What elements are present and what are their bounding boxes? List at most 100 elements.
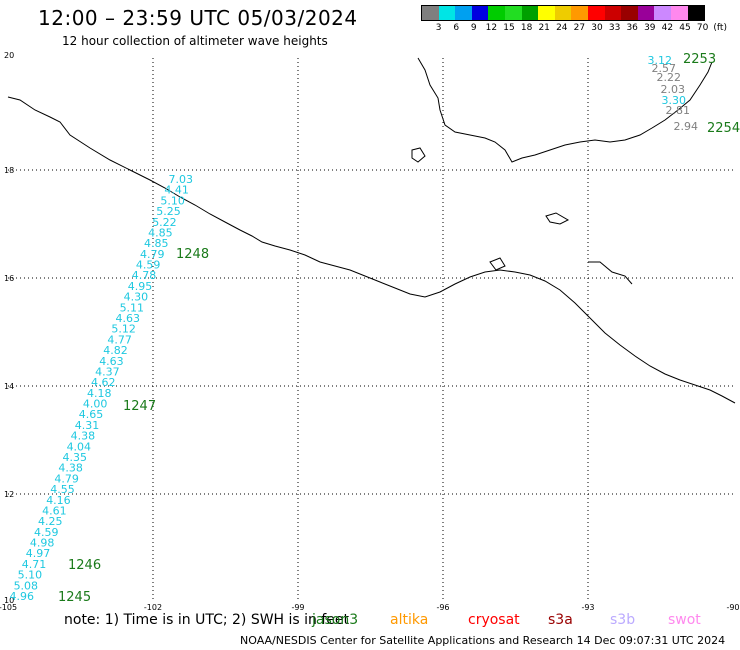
- legend-label: 33: [608, 23, 621, 33]
- legend-swatch: [488, 6, 505, 20]
- swh-value: 4.31: [75, 419, 100, 432]
- legend-label: 9: [470, 23, 477, 33]
- island-cuba-west: [545, 212, 570, 225]
- lat-tick-label: 14: [4, 382, 14, 391]
- swh-value: 4.71: [22, 558, 47, 571]
- swh-value: 4.85: [144, 237, 169, 250]
- swh-value: 4.16: [46, 494, 71, 507]
- swh-value: 4.38: [71, 430, 96, 443]
- swh-value: 2.94: [674, 120, 699, 133]
- coastline-gulf: [417, 57, 713, 163]
- lon-tick-label: -90: [726, 603, 739, 612]
- legend-label: 24: [556, 23, 568, 33]
- legend-label: 45: [679, 23, 691, 33]
- legend-swatch: [504, 6, 522, 20]
- lon-tick-label: -96: [436, 603, 449, 612]
- swh-value: 4.63: [116, 312, 141, 325]
- swh-value: 5.12: [111, 323, 136, 336]
- legend-label: 21: [538, 23, 550, 33]
- swh-value: 5.10: [18, 569, 43, 582]
- lon-tick-label: -99: [291, 603, 304, 612]
- swh-value: 2.57: [652, 62, 677, 75]
- swh-value: 7.03: [169, 173, 194, 186]
- map-title: 12:00 – 23:59 UTC 05/03/2024: [38, 6, 358, 30]
- swh-value: 5.22: [152, 216, 177, 229]
- satellite-s3a: s3a: [548, 612, 573, 628]
- legend-label: 30: [591, 23, 603, 33]
- coastline-pacific: [7, 96, 736, 404]
- swh-value: 4.98: [30, 537, 55, 550]
- time-label: 1245: [58, 590, 91, 605]
- legend-swatch: [521, 6, 539, 20]
- legend-label: 18: [520, 23, 533, 33]
- time-label: 1246: [68, 558, 101, 573]
- swh-value: 4.63: [99, 355, 124, 368]
- island-tabasco-lagoon: [411, 147, 426, 163]
- swh-value: 4.37: [95, 365, 120, 378]
- swh-value: 5.25: [156, 205, 181, 218]
- legend-swatch: [604, 6, 622, 20]
- swh-value: 3.12: [648, 54, 673, 67]
- wave-height-legend: 3 6 9 12 15 18 21 24 27 30 33 36 39 42 45 70 (ft): [421, 5, 727, 35]
- legend-swatch: [687, 6, 705, 20]
- swh-value: 4.78: [132, 269, 157, 282]
- coast-segment-east: [588, 261, 633, 285]
- legend-labels: 3 6 9 12 15 18 21 24 27 30 33 36 39 42 45 70 (ft): [421, 21, 727, 35]
- swh-value: 4.41: [164, 184, 189, 197]
- legend-color-bar: [421, 5, 706, 21]
- legend-swatch: [455, 6, 472, 20]
- legend-swatch: [654, 6, 671, 20]
- legend-label: 27: [573, 23, 586, 33]
- swh-value: 2.81: [666, 104, 691, 117]
- swh-value: 4.95: [128, 280, 153, 293]
- swh-value: 4.59: [136, 259, 161, 272]
- legend-label: 15: [503, 23, 515, 33]
- satellite-swot: swot: [668, 612, 701, 628]
- legend-swatch: [587, 6, 605, 20]
- legend-swatch: [571, 6, 588, 20]
- time-label: 1248: [176, 247, 209, 262]
- satellite-altika: altika: [390, 612, 429, 628]
- coastline: [7, 57, 736, 404]
- time-label: 1247: [123, 399, 156, 414]
- legend-label: 12: [485, 23, 498, 33]
- legend-swatch: [471, 6, 489, 20]
- swh-value: 5.10: [160, 194, 185, 207]
- legend-swatch: [637, 6, 655, 20]
- lon-tick-label: -93: [581, 603, 594, 612]
- swh-value: 4.30: [124, 291, 149, 304]
- legend-unit: (ft): [713, 23, 727, 33]
- credit-line: NOAA/NESDIS Center for Satellite Applica…: [240, 634, 726, 647]
- swh-value: 4.85: [148, 226, 173, 239]
- map-subtitle: 12 hour collection of altimeter wave hei…: [62, 34, 328, 48]
- footer-note: note: 1) Time is in UTC; 2) SWH is in fe…: [64, 612, 350, 628]
- lat-tick-label: 10: [4, 596, 14, 605]
- swh-value: 5.08: [14, 579, 39, 592]
- legend-swatch: [670, 6, 688, 20]
- time-label: 2253: [683, 52, 716, 67]
- swh-value: 4.25: [38, 515, 63, 528]
- legend-swatch: [538, 6, 555, 20]
- coast-segment-south: [489, 257, 506, 271]
- legend-label: 70: [696, 23, 709, 33]
- swh-track-southwest: 7.034.415.105.255.224.854.854.794.594.78…: [10, 173, 210, 605]
- lat-tick-label: 16: [4, 274, 14, 283]
- lon-tick-label: -105: [0, 603, 17, 612]
- swh-value: 5.11: [120, 301, 145, 314]
- swh-value: 4.65: [79, 408, 104, 421]
- swh-value: 4.97: [26, 547, 51, 560]
- swh-value: 4.96: [10, 590, 35, 603]
- lat-tick-label: 20: [4, 51, 14, 60]
- swh-value: 4.61: [42, 504, 67, 517]
- swh-value: 4.79: [54, 472, 79, 485]
- legend-label: 3: [435, 23, 442, 33]
- swh-value: 4.82: [103, 344, 128, 357]
- legend-label: 42: [661, 23, 674, 33]
- swh-value: 4.38: [58, 462, 83, 475]
- legend-label: 36: [626, 23, 638, 33]
- swh-value: 4.04: [67, 440, 92, 453]
- swh-value: 4.77: [107, 333, 132, 346]
- swh-value: 3.30: [662, 94, 687, 107]
- swh-value: 4.59: [34, 526, 59, 539]
